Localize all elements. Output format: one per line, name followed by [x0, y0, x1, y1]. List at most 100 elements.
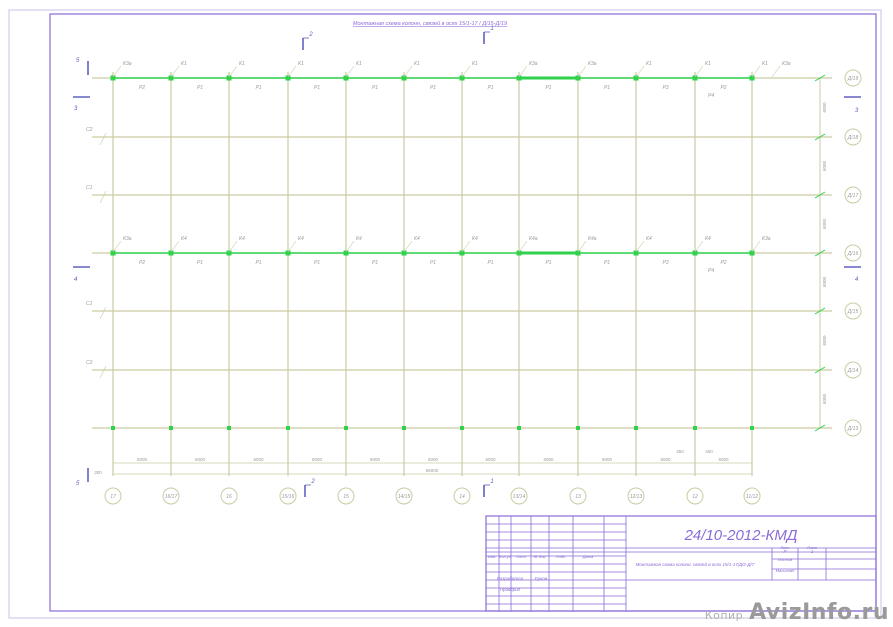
stamp-author: Ерков: [535, 576, 548, 581]
stamp-side-label: Лит.: [779, 545, 789, 550]
element-tags: К3а К1 К1 К1 К1 К1 К1 К3а К3а К1 К1 К1 К3а Р2 Р1 Р1 Р1 Р1…: [86, 61, 791, 379]
axis-bubbles: Д/19 Д/18 Д/17 Д/16 Д/15 Д/14 Д/13 17 16/17 16 15/…: [104, 69, 862, 505]
column-axis-bubble: [743, 487, 761, 505]
column-node: [633, 75, 639, 81]
column-axis-label: 11/12: [746, 494, 758, 500]
section-mark-label: 5: [76, 481, 80, 487]
beam-tag: Р1: [604, 260, 610, 266]
span-dimension: 6000: [370, 457, 381, 462]
beam-tag: Р1: [255, 85, 261, 91]
leader-line: [228, 240, 238, 253]
watermark: Копир AvizInfo.ru: [705, 600, 889, 625]
row-axis-label: Д/15: [847, 309, 859, 315]
column-tag: К1: [472, 61, 478, 67]
column-tag: К4а: [529, 236, 538, 242]
column-tag: К4: [472, 236, 478, 242]
span-dimension: 6000: [718, 457, 729, 462]
beam-tag: Р1: [314, 85, 320, 91]
stamp-side-label: Лист: [806, 545, 818, 550]
leader-line: [287, 65, 297, 78]
row-axis-bubble: [844, 361, 862, 379]
column-tag: К1: [356, 61, 362, 67]
column-axis-label: 16/17: [165, 494, 178, 500]
column-axis-bubble: [453, 487, 471, 505]
beam-tag: Р3: [662, 260, 668, 266]
column-axis-bubble: [337, 487, 355, 505]
row-axis-label: Д/19: [847, 76, 859, 82]
section-mark-label: 4: [855, 277, 859, 283]
column-node: [401, 250, 407, 256]
row-dimension: 6000: [822, 218, 827, 229]
row-dimension: 6000: [822, 102, 827, 113]
small-dimension: 450: [676, 449, 684, 454]
row-axis-label: Д/17: [847, 193, 859, 199]
column-tag: К1: [298, 61, 304, 67]
leader-line: [170, 65, 180, 78]
beam-tag: Р1: [545, 260, 551, 266]
column-node: [168, 75, 174, 81]
stamp-title: Монтажная схема колонн, связей в осях 15…: [636, 561, 755, 567]
column-tag: К4а: [588, 236, 597, 242]
leader-line: [577, 240, 587, 253]
leader-line: [345, 65, 355, 78]
column-axis-label: 13: [575, 494, 581, 500]
stamp-header: Кол.уч: [499, 554, 511, 559]
span-dimension: 6000: [543, 457, 554, 462]
stamp-header: Дата: [582, 554, 594, 559]
row-dimension: 6000: [822, 276, 827, 287]
drawing-title: Монтажная схема колонн, связей в осях 15…: [353, 20, 507, 27]
column-node: [634, 426, 638, 430]
column-axis-label: 16: [226, 494, 232, 500]
row-axis-bubble: [844, 128, 862, 146]
brace-tag: С1: [86, 301, 93, 307]
column-axis-label: 13/14: [513, 494, 526, 500]
column-node: [111, 426, 115, 430]
column-node: [402, 426, 406, 430]
leader-line: [518, 65, 528, 78]
column-tag: К1: [646, 61, 652, 67]
small-dimension: 300: [94, 470, 102, 475]
leader-line: [694, 65, 704, 78]
leader-line: [228, 65, 238, 78]
column-tag: К1: [414, 61, 420, 67]
column-node: [749, 250, 755, 256]
column-tag: К4: [705, 236, 711, 242]
span-dimension: 6000: [137, 457, 148, 462]
column-node: [226, 250, 232, 256]
tick-mark: [814, 307, 826, 315]
beam-tag: Р1: [487, 85, 493, 91]
span-dimension: 6000: [195, 457, 206, 462]
column-node: [286, 426, 290, 430]
column-node: [285, 75, 291, 81]
leader-line: [694, 240, 704, 253]
span-dimension: 6000: [253, 457, 264, 462]
leader-line: [287, 240, 297, 253]
column-node: [226, 75, 232, 81]
column-node: [633, 250, 639, 256]
row-axis-bubble: [844, 69, 862, 87]
column-axis-label: 15: [343, 494, 349, 500]
beam-tag-extra: Р4: [708, 93, 714, 99]
stamp-header: Лист: [515, 554, 527, 559]
column-tag: К3а: [782, 61, 791, 67]
column-node: [401, 75, 407, 81]
leader-line: [461, 65, 471, 78]
stamp-header: Изм.: [488, 554, 497, 559]
column-axis-bubble: [104, 487, 122, 505]
small-dimension: 450: [705, 449, 713, 454]
column-axis-bubble: [569, 487, 587, 505]
span-dimension: 6000: [485, 457, 496, 462]
column-tag: К1: [762, 61, 768, 67]
beam-lines: [110, 74, 826, 432]
stamp-header: № док.: [534, 554, 547, 559]
column-axis-bubble: [510, 487, 528, 505]
span-dimension: 6000: [428, 457, 439, 462]
beam-tag: Р2: [720, 85, 726, 91]
beam-tag: Р1: [430, 260, 436, 266]
column-tag: К4: [646, 236, 652, 242]
dimension-lines: 6000 6000 6000 6000 6000 6000 6000 6000 6000 6000…: [94, 102, 827, 475]
title-block: 24/10-2012-КМД Монтажная схема колонн, с…: [485, 515, 877, 612]
column-tag: К1: [239, 61, 245, 67]
